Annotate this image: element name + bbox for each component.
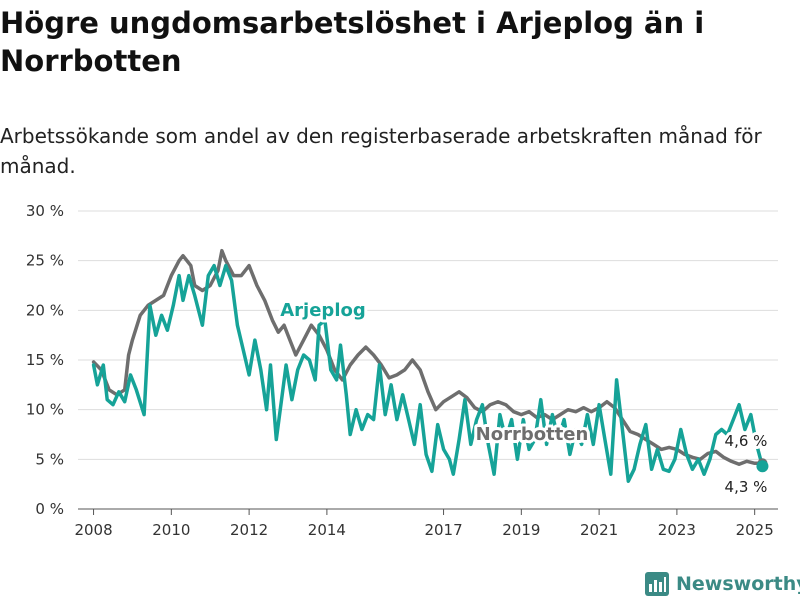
series-label-norrbotten-halo: Norrbotten xyxy=(476,424,589,445)
x-tick-label: 2014 xyxy=(308,521,346,539)
series-label-arjeplog-halo: Arjeplog xyxy=(280,300,366,321)
x-tick-label: 2017 xyxy=(424,521,462,539)
x-tick-label: 2010 xyxy=(152,521,190,539)
y-tick-label: 10 % xyxy=(26,401,64,419)
y-axis-ticks: 0 % 5 % 10 % 15 % 20 % 25 % 30 % xyxy=(26,202,64,518)
x-tick-label: 2019 xyxy=(502,521,540,539)
y-tick-label: 15 % xyxy=(26,351,64,369)
y-tick-label: 30 % xyxy=(26,202,64,220)
x-tick-label: 2023 xyxy=(658,521,696,539)
series-line-arjeplog xyxy=(91,263,765,483)
end-label-norrbotten: 4,6 % xyxy=(725,432,768,450)
chart-title: Högre ungdomsarbetslöshet i Arjeplog än … xyxy=(0,6,705,78)
y-tick-label: 20 % xyxy=(26,301,64,319)
newsworthy-icon xyxy=(645,572,669,596)
y-tick-label: 25 % xyxy=(26,252,64,270)
end-label-arjeplog: 4,3 % xyxy=(725,478,768,496)
brand-name: Newsworthy xyxy=(676,573,800,595)
series-line-norrbotten xyxy=(91,248,765,467)
x-tick-label: 2012 xyxy=(230,521,268,539)
end-marker-arjeplog xyxy=(756,460,769,473)
end-label-arjeplog-halo: 4,3 % xyxy=(725,478,768,496)
end-label-norrbotten-halo: 4,6 % xyxy=(725,432,768,450)
grid-lines xyxy=(78,210,778,460)
brand-logo: Newsworthy xyxy=(644,568,800,600)
y-tick-label: 5 % xyxy=(35,450,64,468)
series-label-norrbotten: Norrbotten xyxy=(476,424,589,445)
series-label-arjeplog: Arjeplog xyxy=(280,300,366,321)
x-tick-label: 2021 xyxy=(580,521,618,539)
series-lines xyxy=(91,248,769,483)
x-tick-label: 2025 xyxy=(736,521,774,539)
y-tick-label: 0 % xyxy=(35,500,64,518)
x-tick-label: 2008 xyxy=(74,521,112,539)
x-axis-ticks: 2008 2010 2012 2014 2017 2019 2021 2023 2025 xyxy=(74,509,774,539)
chart-subtitle: Arbetssökande som andel av den registerb… xyxy=(0,124,762,178)
